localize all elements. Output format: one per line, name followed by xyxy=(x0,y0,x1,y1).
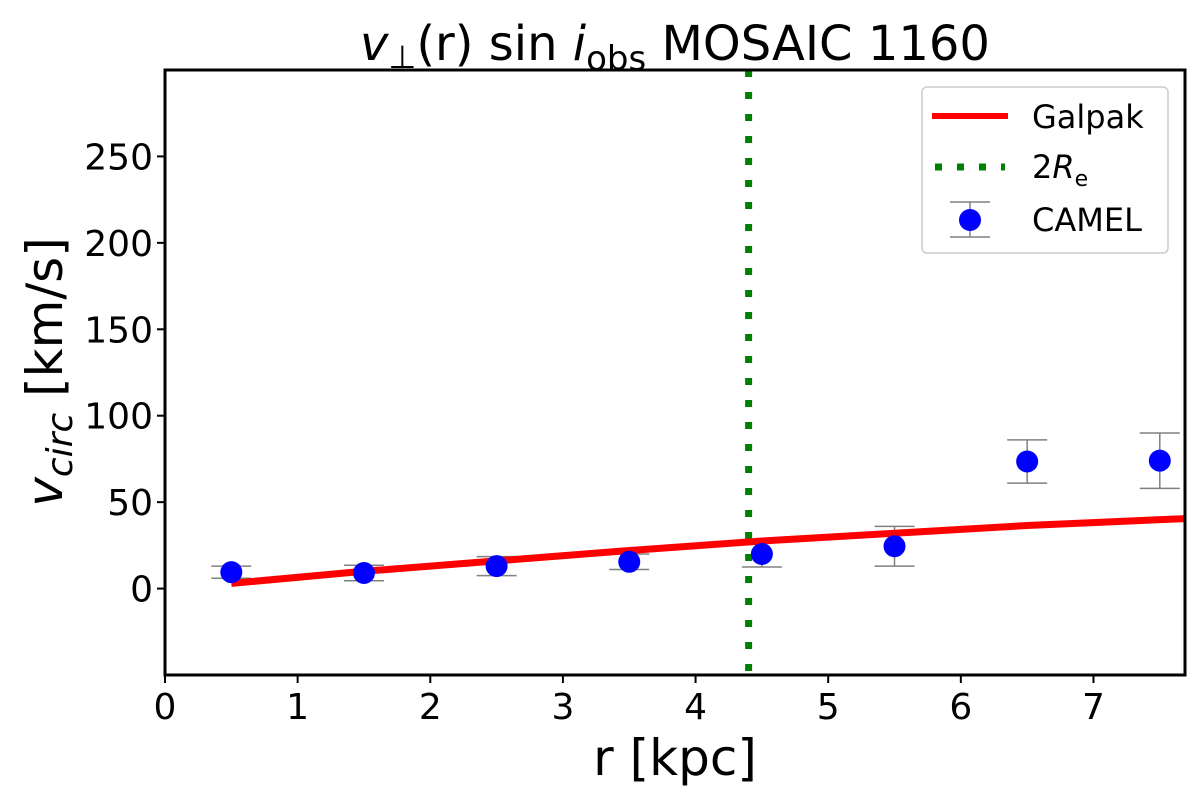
y-tick-label: 100 xyxy=(84,397,153,438)
y-tick-label: 150 xyxy=(84,310,153,351)
x-tick-label: 5 xyxy=(817,687,840,728)
camel-point xyxy=(750,543,773,565)
y-tick-label: 200 xyxy=(84,224,153,265)
camel-point xyxy=(1148,449,1171,472)
legend-frame xyxy=(921,86,1169,254)
y-tick-label: 0 xyxy=(130,570,153,611)
y-axis-label: vcirc [km/s] xyxy=(16,237,81,506)
y-tick-label: 250 xyxy=(84,137,153,178)
legend-galpak-label: Galpak xyxy=(1032,98,1144,136)
galpak-line xyxy=(231,515,1185,587)
chart-title: v⊥(r) sin iobs MOSAIC 1160 xyxy=(360,16,990,79)
camel-point xyxy=(618,550,641,573)
camel-point xyxy=(352,562,375,585)
legend-camel-label: CAMEL xyxy=(1032,201,1142,239)
camel-point xyxy=(883,535,906,558)
legend: Galpak 2Re CAMEL xyxy=(921,86,1169,254)
x-tick-label: 7 xyxy=(1082,687,1105,728)
camel-point xyxy=(1016,450,1039,473)
legend-re-label: 2Re xyxy=(1032,148,1088,192)
camel-point xyxy=(220,561,243,584)
x-tick-label: 1 xyxy=(286,687,309,728)
y-tick-label: 50 xyxy=(107,483,153,524)
legend-camel-marker xyxy=(959,209,981,231)
x-tick-label: 6 xyxy=(949,687,972,728)
x-tick-label: 2 xyxy=(419,687,442,728)
x-tick-label: 4 xyxy=(684,687,707,728)
x-tick-label: 0 xyxy=(154,687,177,728)
x-axis-label: r [kpc] xyxy=(593,729,757,787)
camel-point xyxy=(485,555,508,578)
x-tick-label: 3 xyxy=(551,687,574,728)
plot-area: 0 1 2 3 4 5 6 7 0 50 100 150 200 250 xyxy=(84,68,1187,728)
axes-frame xyxy=(163,68,1187,677)
